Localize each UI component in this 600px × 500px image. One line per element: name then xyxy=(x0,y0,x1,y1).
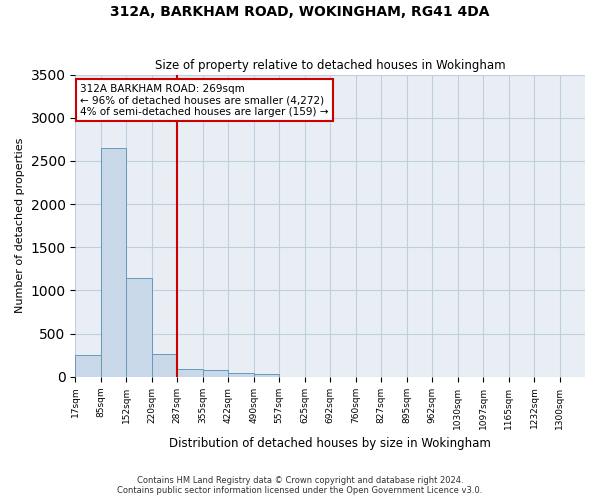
Bar xyxy=(254,374,279,377)
Text: 312A BARKHAM ROAD: 269sqm
← 96% of detached houses are smaller (4,272)
4% of sem: 312A BARKHAM ROAD: 269sqm ← 96% of detac… xyxy=(80,84,329,117)
Text: 312A, BARKHAM ROAD, WOKINGHAM, RG41 4DA: 312A, BARKHAM ROAD, WOKINGHAM, RG41 4DA xyxy=(110,5,490,19)
Text: Contains HM Land Registry data © Crown copyright and database right 2024.
Contai: Contains HM Land Registry data © Crown c… xyxy=(118,476,482,495)
Y-axis label: Number of detached properties: Number of detached properties xyxy=(15,138,25,314)
Bar xyxy=(152,354,178,377)
Bar xyxy=(228,373,254,377)
Bar xyxy=(203,370,228,377)
Title: Size of property relative to detached houses in Wokingham: Size of property relative to detached ho… xyxy=(155,59,506,72)
Bar xyxy=(76,355,101,377)
X-axis label: Distribution of detached houses by size in Wokingham: Distribution of detached houses by size … xyxy=(169,437,491,450)
Bar xyxy=(127,278,152,377)
Bar xyxy=(178,369,203,377)
Bar xyxy=(101,148,127,377)
